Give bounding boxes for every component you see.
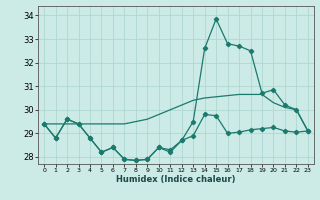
- X-axis label: Humidex (Indice chaleur): Humidex (Indice chaleur): [116, 175, 236, 184]
